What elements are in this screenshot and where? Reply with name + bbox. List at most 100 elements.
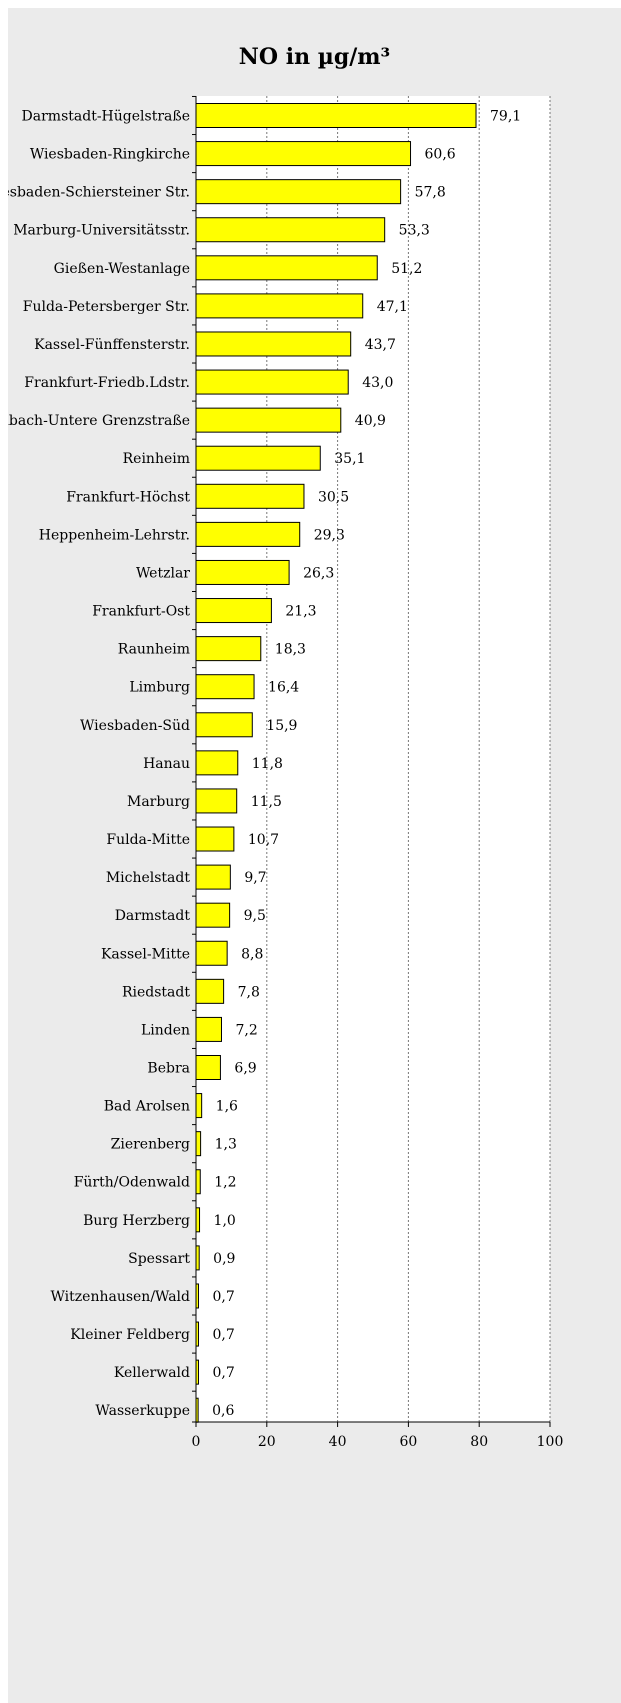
bar (195, 217, 386, 243)
value-label: 11,5 (251, 794, 282, 810)
value-label: 1,2 (214, 1175, 236, 1191)
value-label: 26,3 (303, 565, 334, 581)
value-label: 53,3 (399, 223, 430, 239)
category-label: Raunheim (118, 642, 190, 658)
value-label: 0,9 (213, 1251, 235, 1267)
category-label: Offenbach-Untere Grenzstraße (8, 413, 190, 429)
category-label: Burg Herzberg (83, 1213, 190, 1229)
category-label: Fulda-Petersberger Str. (23, 299, 190, 315)
chart-frame: NO in µg/m³ 0 20 40 60 80 100 Darmstadt-Hügels… (8, 8, 621, 1703)
bar (195, 940, 228, 966)
category-label: Bad Arolsen (104, 1099, 190, 1115)
category-label: Kleiner Feldberg (70, 1327, 190, 1343)
category-label: Darmstadt (115, 908, 191, 924)
x-tick-label: 100 (537, 1434, 564, 1450)
category-label: Gießen-Westanlage (54, 261, 190, 277)
category-label: Witzenhausen/Wald (51, 1289, 191, 1305)
category-label: Heppenheim-Lehrstr. (39, 527, 190, 543)
value-label: 1,6 (216, 1099, 238, 1115)
category-label: Darmstadt-Hügelstraße (22, 109, 190, 125)
x-tick-label: 20 (258, 1434, 276, 1450)
value-label: 35,1 (334, 451, 365, 467)
value-label: 11,8 (252, 756, 283, 772)
category-label: Fürth/Odenwald (74, 1175, 190, 1191)
value-label: 47,1 (377, 299, 408, 315)
bar (195, 636, 262, 662)
category-label: Marburg (127, 794, 190, 810)
category-label: Zierenberg (111, 1137, 190, 1153)
x-tick-label: 80 (470, 1434, 488, 1450)
category-label: Reinheim (123, 451, 190, 467)
category-label: Wiesbaden-Schiersteiner Str. (8, 185, 190, 201)
bar (195, 445, 321, 471)
value-label: 0,6 (212, 1403, 234, 1419)
value-label: 29,3 (314, 527, 345, 543)
value-label: 40,9 (355, 413, 386, 429)
category-label: Fulda-Mitte (106, 832, 190, 848)
category-label: Bebra (147, 1061, 190, 1077)
category-label: Wiesbaden-Ringkirche (30, 147, 190, 163)
value-label: 57,8 (415, 185, 446, 201)
category-label: Wetzlar (136, 565, 190, 581)
category-label: Frankfurt-Ost (92, 604, 190, 620)
bar (195, 1169, 201, 1195)
value-label: 43,7 (365, 337, 396, 353)
category-label: Frankfurt-Friedb.Ldstr. (24, 375, 190, 391)
category-label: Linden (141, 1022, 190, 1038)
value-label: 60,6 (425, 147, 456, 163)
value-label: 9,5 (244, 908, 266, 924)
value-label: 15,9 (266, 718, 297, 734)
bar (195, 293, 364, 319)
bar (195, 750, 239, 776)
value-label: 0,7 (212, 1327, 234, 1343)
bar-chart: 0 20 40 60 80 100 Darmstadt-Hügelstraße 79,1 Wie… (8, 95, 564, 1450)
value-label: 0,7 (212, 1289, 234, 1305)
category-label: Limburg (129, 680, 190, 696)
bar (195, 179, 402, 205)
category-label: Spessart (128, 1251, 190, 1267)
value-label: 1,3 (215, 1137, 237, 1153)
bar (195, 826, 235, 852)
x-tick-label: 40 (329, 1434, 347, 1450)
value-label: 0,7 (212, 1365, 234, 1381)
value-label: 43,0 (362, 375, 393, 391)
value-label: 16,4 (268, 680, 299, 696)
bar (195, 255, 378, 281)
x-tick-label: 0 (192, 1434, 201, 1450)
value-label: 51,2 (391, 261, 422, 277)
value-label: 30,5 (318, 489, 349, 505)
bar (195, 674, 255, 700)
value-label: 1,0 (214, 1213, 236, 1229)
value-label: 7,2 (235, 1022, 257, 1038)
category-label: Frankfurt-Höchst (66, 489, 190, 505)
bar (195, 521, 301, 547)
value-label: 10,7 (248, 832, 279, 848)
value-label: 6,9 (234, 1061, 256, 1077)
category-label: Wiesbaden-Süd (80, 718, 190, 734)
value-label: 18,3 (275, 642, 306, 658)
category-label: Kassel-Fünffensterstr. (34, 337, 190, 353)
value-label: 9,7 (244, 870, 266, 886)
value-label: 7,8 (238, 984, 260, 1000)
bar (195, 559, 290, 585)
chart-title: NO in µg/m³ (238, 44, 391, 70)
category-label: Kellerwald (114, 1365, 190, 1381)
bar (195, 103, 477, 128)
bar (195, 1016, 222, 1042)
value-label: 8,8 (241, 946, 263, 962)
category-label: Hanau (143, 756, 190, 772)
bar (195, 1055, 221, 1080)
value-label: 21,3 (285, 604, 316, 620)
bar (195, 1131, 202, 1157)
bar (195, 902, 231, 928)
bar (195, 864, 231, 890)
category-label: Wasserkuppe (95, 1403, 190, 1419)
x-tick-label: 60 (399, 1434, 417, 1450)
bar (195, 978, 225, 1004)
bar (195, 331, 352, 357)
bar (195, 598, 272, 624)
bar (195, 407, 342, 433)
bar (195, 483, 305, 509)
bar (195, 141, 412, 167)
bar (195, 1093, 203, 1119)
